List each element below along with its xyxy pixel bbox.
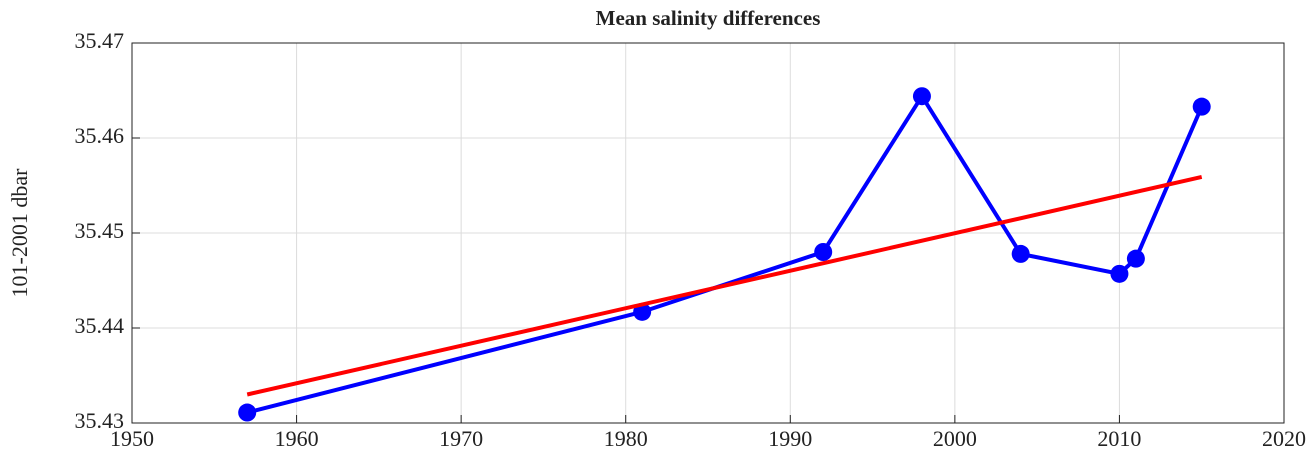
y-tick-label: 35.46 <box>75 123 125 148</box>
marker <box>1126 249 1145 268</box>
y-tick-label: 35.43 <box>75 408 125 433</box>
y-axis-label: 101-2001 dbar <box>7 168 32 298</box>
marker <box>912 87 931 106</box>
y-tick-label: 35.44 <box>75 313 125 338</box>
plot-frame <box>131 42 1285 424</box>
x-tick-label: 2000 <box>933 426 977 451</box>
x-tick-label: 1990 <box>768 426 812 451</box>
marker <box>238 403 257 422</box>
chart-title: Mean salinity differences <box>596 6 821 30</box>
y-tick-label: 35.47 <box>75 28 125 53</box>
x-tick-label: 1980 <box>604 426 648 451</box>
marker <box>1192 97 1211 116</box>
x-tick-label: 2010 <box>1097 426 1141 451</box>
x-tick-label: 1950 <box>110 426 154 451</box>
x-tick-label: 1970 <box>439 426 483 451</box>
marker <box>814 243 833 261</box>
line <box>246 92 1204 415</box>
x-tick-label: 1960 <box>275 426 319 451</box>
line <box>246 175 1203 397</box>
marker <box>1110 264 1129 283</box>
marker <box>1011 244 1030 263</box>
y-tick-label: 35.45 <box>75 218 125 243</box>
x-tick-label: 2020 <box>1262 426 1306 451</box>
